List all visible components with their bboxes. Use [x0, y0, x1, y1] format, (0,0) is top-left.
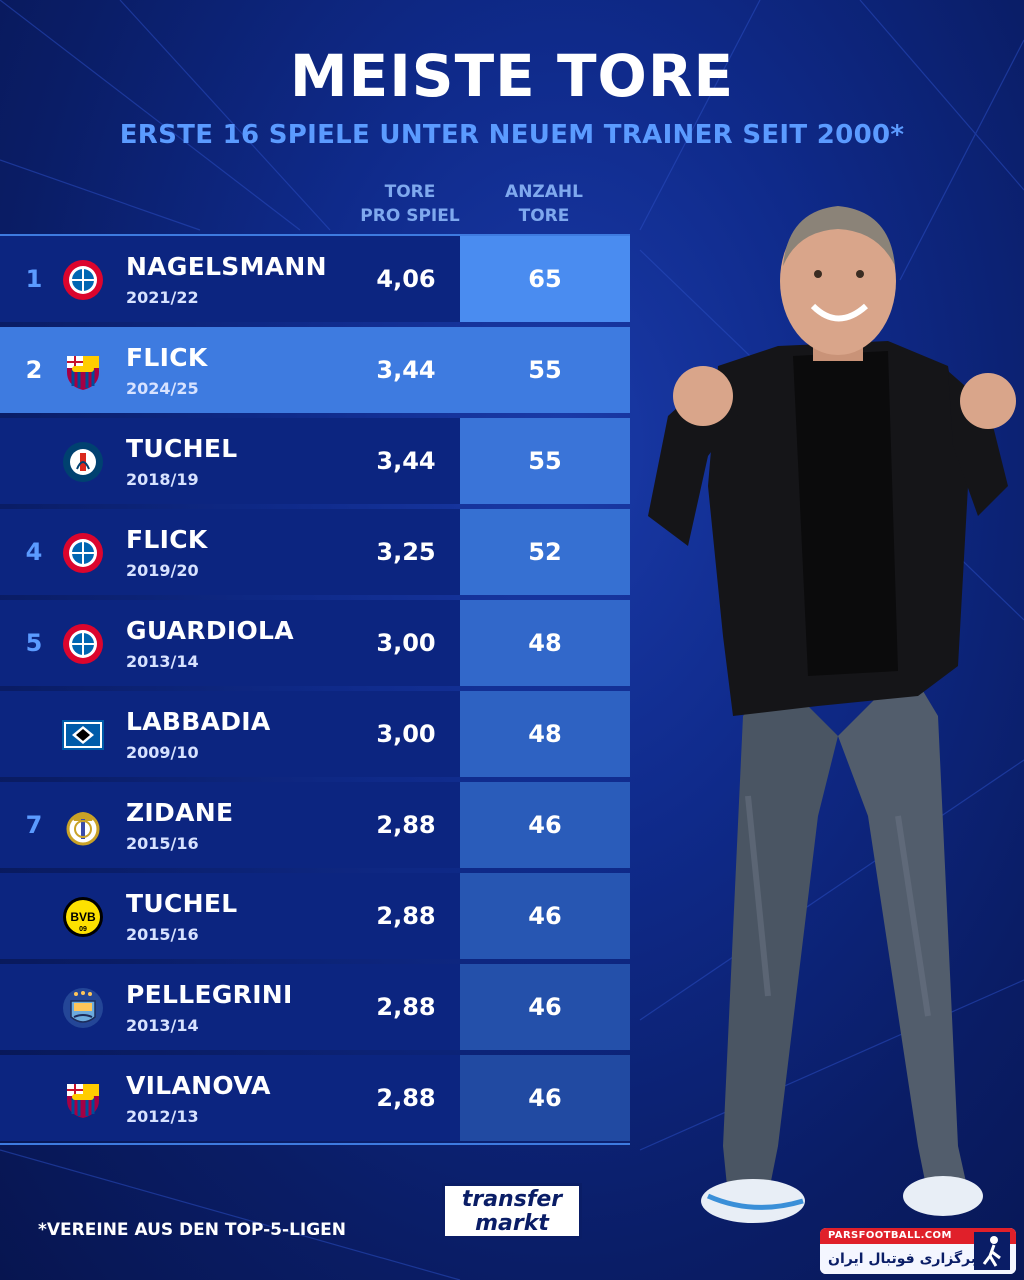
column-header-total-goals: ANZAHL TORE: [474, 180, 614, 228]
season: 2012/13: [126, 1107, 199, 1126]
total-goals: 55: [460, 418, 630, 504]
bvb-icon: BVB 09: [62, 896, 104, 938]
total-goals: 46: [460, 873, 630, 959]
transfermarkt-logo: transfer markt: [442, 1183, 582, 1239]
rank-number: [22, 873, 46, 959]
goals-per-game: 3,00: [376, 720, 436, 748]
goals-per-game: 2,88: [376, 1084, 436, 1112]
goals-per-game: 3,25: [376, 538, 436, 566]
svg-text:09: 09: [79, 926, 87, 933]
season: 2021/22: [126, 288, 199, 307]
goals-per-game: 4,06: [376, 265, 436, 293]
watermark-url: PARSFOOTBALL.COM: [820, 1228, 1016, 1244]
goals-per-game: 3,44: [376, 447, 436, 475]
column-header-line: TORE: [384, 182, 436, 202]
coach-name: FLICK: [126, 525, 208, 554]
football-player-icon: [974, 1232, 1010, 1270]
season: 2015/16: [126, 925, 199, 944]
fc-bayern-icon: [62, 532, 104, 574]
rank-number: 4: [25, 538, 43, 566]
man-city-icon: [62, 987, 104, 1029]
table-row: LABBADIA 2009/10 3,00 48: [0, 691, 630, 777]
season: 2009/10: [126, 743, 199, 762]
page-subtitle: ERSTE 16 SPIELE UNTER NEUEM TRAINER SEIT…: [119, 120, 905, 150]
coach-name: VILANOVA: [126, 1071, 271, 1100]
table-row: VILANOVA 2012/13 2,88 46: [0, 1055, 630, 1141]
season: 2019/20: [126, 561, 199, 580]
column-header-line: TORE: [518, 206, 570, 226]
rank-number: 7: [25, 811, 43, 839]
page-title: MEISTE TORE: [289, 42, 735, 110]
total-goals: 55: [460, 327, 630, 413]
season: 2013/14: [126, 1016, 199, 1035]
fc-bayern-icon: [62, 259, 104, 301]
table-row: 4 FLICK 2019/20 3,25 52: [0, 509, 630, 595]
fc-bayern-icon: [62, 623, 104, 665]
season: 2015/16: [126, 834, 199, 853]
fc-barcelona-icon: [62, 350, 104, 392]
fc-barcelona-icon: [62, 1078, 104, 1120]
coach-name: TUCHEL: [126, 434, 238, 463]
goals-per-game: 2,88: [376, 811, 436, 839]
table-row: 7 ZIDANE 2015/16 2,88 46: [0, 782, 630, 868]
svg-text:BVB: BVB: [70, 910, 96, 924]
total-goals: 48: [460, 691, 630, 777]
goals-per-game: 3,44: [376, 356, 436, 384]
season: 2024/25: [126, 379, 199, 398]
total-goals: 52: [460, 509, 630, 595]
footnote: *VEREINE AUS DEN TOP-5-LIGEN: [38, 1220, 347, 1240]
table-row: PELLEGRINI 2013/14 2,88 46: [0, 964, 630, 1050]
total-goals: 46: [460, 1055, 630, 1141]
rank-number: [22, 964, 46, 1050]
real-madrid-icon: [62, 805, 104, 847]
table-row: BVB 09 TUCHEL 2015/16 2,88 46: [0, 873, 630, 959]
season: 2013/14: [126, 652, 199, 671]
watermark-badge: PARSFOOTBALL.COM خبرگزاری فوتبال ایران: [820, 1228, 1016, 1274]
table-top-divider: [0, 234, 630, 236]
rank-number: 5: [25, 629, 43, 657]
rank-number: [22, 1055, 46, 1141]
table-row: 5 GUARDIOLA 2013/14 3,00 48: [0, 600, 630, 686]
rank-number: [22, 418, 46, 504]
rank-number: 1: [25, 265, 43, 293]
psg-icon: [62, 441, 104, 483]
logo-text: markt: [475, 1211, 549, 1236]
column-header-line: PRO SPIEL: [360, 206, 460, 226]
total-goals: 46: [460, 964, 630, 1050]
table-row: TUCHEL 2018/19 3,44 55: [0, 418, 630, 504]
table-row: 1 NAGELSMANN 2021/22 4,06 65: [0, 236, 630, 322]
coach-name: NAGELSMANN: [126, 252, 327, 281]
goals-per-game: 2,88: [376, 993, 436, 1021]
coach-name: ZIDANE: [126, 798, 234, 827]
logo-text: transfer: [461, 1187, 563, 1212]
coach-name: GUARDIOLA: [126, 616, 294, 645]
coach-name: TUCHEL: [126, 889, 238, 918]
rank-number: 2: [25, 356, 43, 384]
coach-name: FLICK: [126, 343, 208, 372]
coach-name: LABBADIA: [126, 707, 271, 736]
coach-photo: [648, 206, 1016, 1223]
table-bottom-divider: [0, 1143, 630, 1145]
coach-name: PELLEGRINI: [126, 980, 293, 1009]
hsv-icon: [62, 714, 104, 756]
column-header-goals-per-game: TORE PRO SPIEL: [350, 180, 470, 228]
total-goals: 65: [460, 236, 630, 322]
rank-number: [22, 691, 46, 777]
goals-per-game: 3,00: [376, 629, 436, 657]
column-header-line: ANZAHL: [505, 182, 583, 202]
total-goals: 46: [460, 782, 630, 868]
table-row: 2 FLICK 2024/25 3,44 55: [0, 327, 630, 413]
season: 2018/19: [126, 470, 199, 489]
goals-per-game: 2,88: [376, 902, 436, 930]
total-goals: 48: [460, 600, 630, 686]
